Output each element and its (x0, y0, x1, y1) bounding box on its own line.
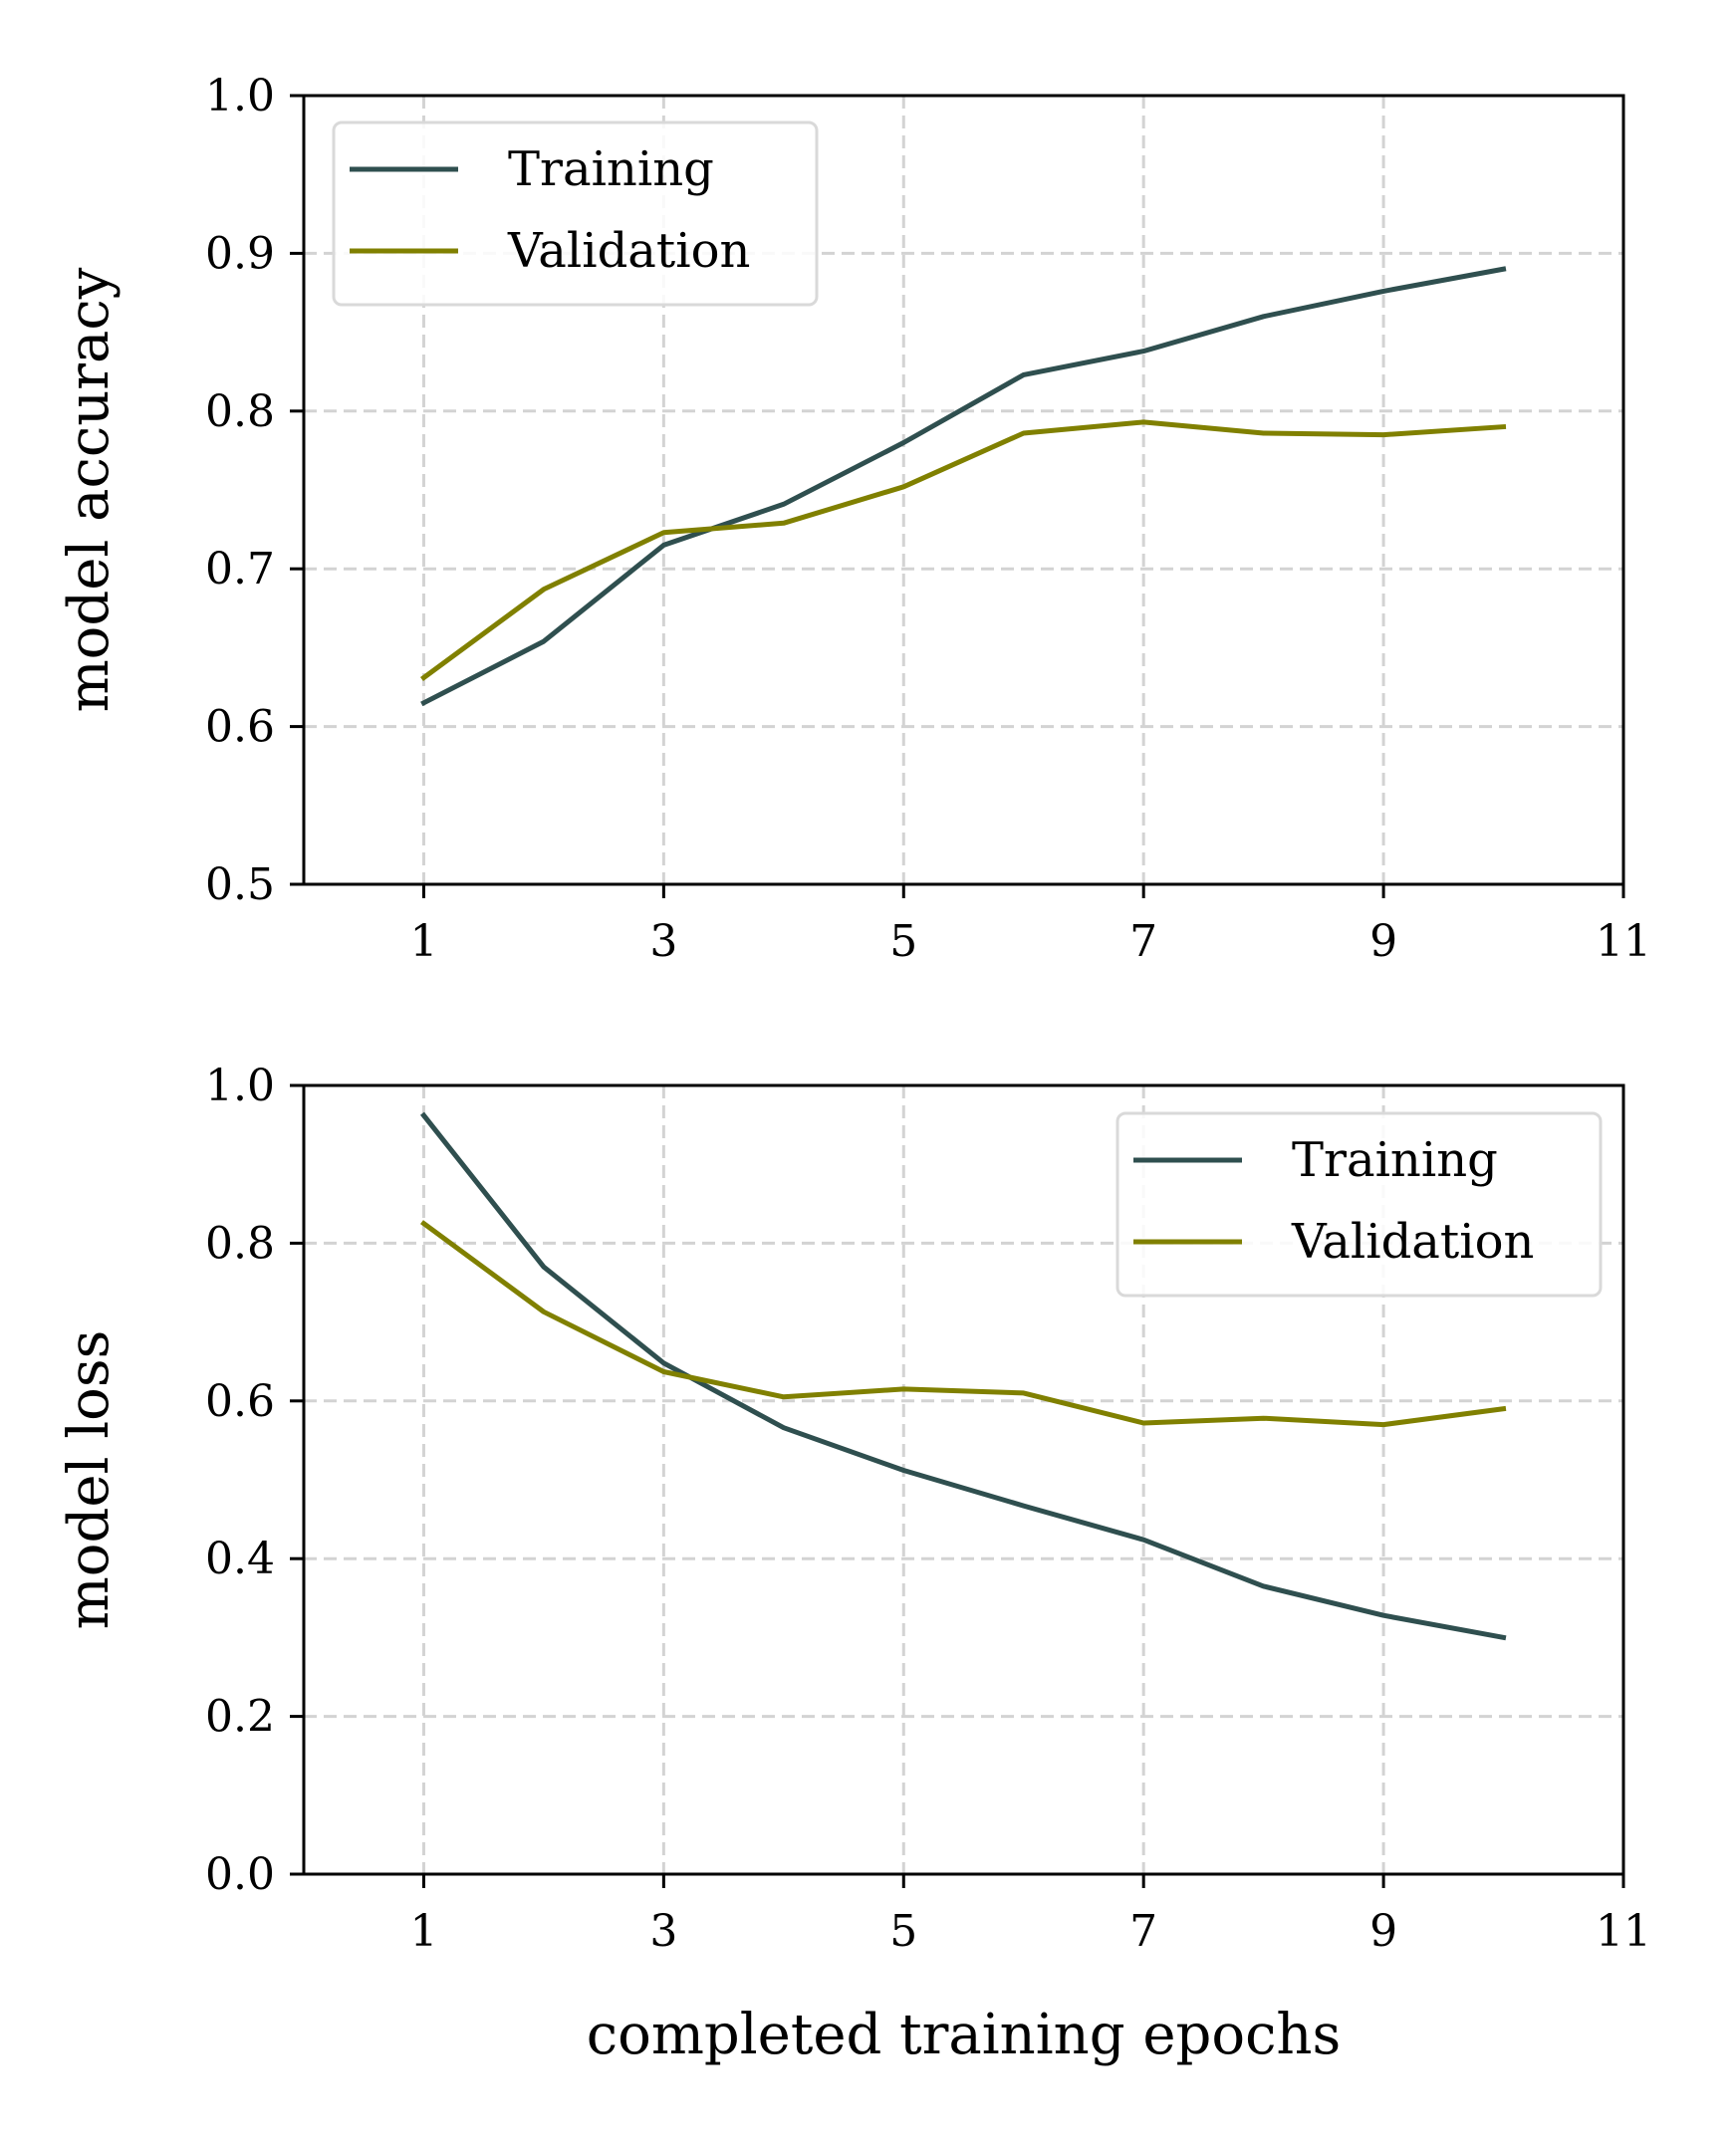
x-tick-label: 3 (649, 916, 677, 967)
series-line-training (420, 266, 1507, 707)
x-tick-label: 9 (1369, 916, 1397, 967)
x-tick-label: 1 (409, 916, 437, 967)
x-tick-label: 11 (1596, 916, 1651, 967)
x-tick-label: 7 (1129, 1906, 1157, 1957)
y-tick-label: 0.8 (205, 1218, 275, 1269)
y-tick-label: 0.8 (205, 386, 275, 437)
series-line-validation (420, 1220, 1507, 1428)
x-tick-label: 5 (889, 916, 917, 967)
x-tick-label: 3 (649, 1906, 677, 1957)
legend-label-validation: Validation (507, 223, 750, 279)
legend-label-validation: Validation (1291, 1214, 1534, 1270)
legend-label-training: Training (1292, 1132, 1498, 1188)
y-axis-title: model accuracy (57, 267, 122, 712)
loss-chart: 1 3 5 7 9 11 0.0 0.2 0.4 0.6 0.8 1.0 model loss compl… (57, 1061, 1651, 2067)
plot-frame (302, 94, 1625, 886)
series-line-training (419, 1111, 1507, 1641)
accuracy-chart: 1 3 5 7 9 11 0.5 0.6 0.7 0.8 0.9 1.0 model accuracy T… (57, 71, 1651, 967)
x-tick-label: 9 (1369, 1906, 1397, 1957)
plot-frame (302, 1083, 1625, 1876)
legend: Training Validation (1116, 1111, 1603, 1298)
legend: Training Validation (332, 120, 819, 307)
x-tick-label: 1 (409, 1906, 437, 1957)
y-tick-label: 1.0 (205, 1061, 275, 1111)
series-line-validation (420, 419, 1507, 681)
y-tick-label: 0.7 (205, 544, 275, 595)
y-tick-label: 0.4 (205, 1534, 275, 1584)
y-tick-label: 0.9 (205, 228, 275, 279)
y-tick-label: 0.5 (205, 859, 275, 910)
x-tick-label: 11 (1596, 1906, 1651, 1957)
x-axis-title: completed training epochs (587, 2003, 1342, 2067)
y-tick-label: 0.6 (205, 1376, 275, 1427)
y-axis-title: model loss (57, 1330, 122, 1630)
legend-label-training: Training (508, 141, 714, 197)
y-tick-label: 1.0 (205, 71, 275, 121)
x-tick-label: 5 (889, 1906, 917, 1957)
y-tick-label: 0.6 (205, 702, 275, 753)
y-tick-label: 0.0 (205, 1849, 275, 1900)
x-tick-label: 7 (1129, 916, 1157, 967)
y-tick-label: 0.2 (205, 1692, 275, 1743)
